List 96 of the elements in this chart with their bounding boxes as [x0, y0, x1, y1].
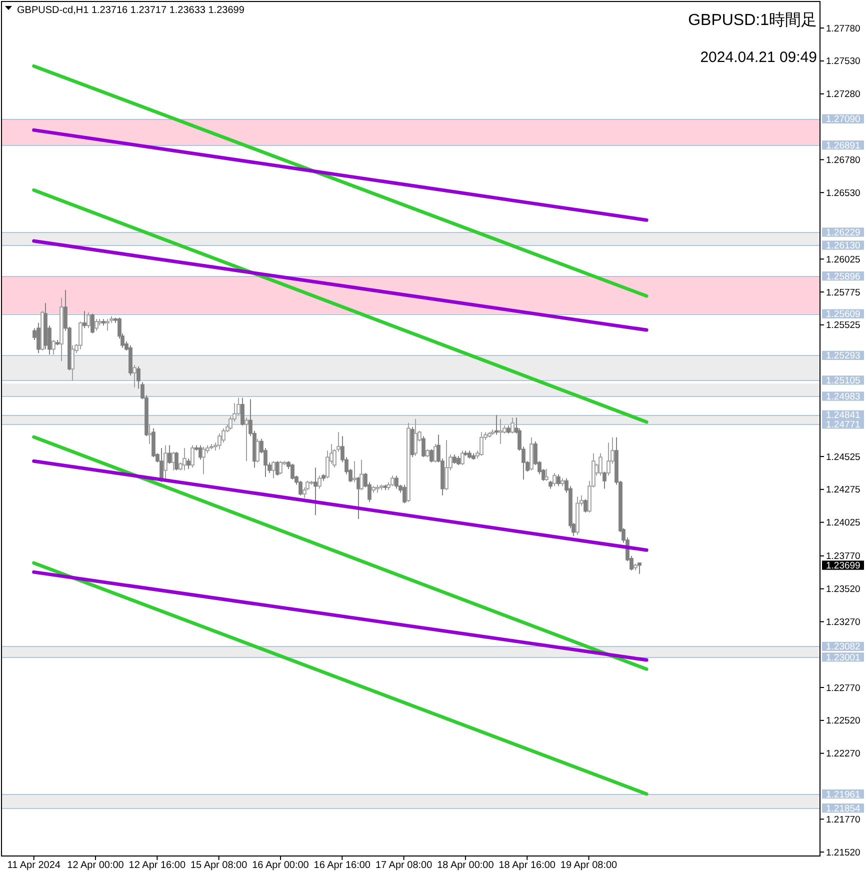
candlestick [510, 417, 514, 434]
candlestick [638, 562, 642, 574]
y-tick-label: 1.23520 [826, 584, 860, 596]
candlestick [240, 397, 244, 426]
candlestick [182, 447, 186, 471]
x-tick-label: 12 Apr 00:00 [67, 860, 124, 871]
x-tick-label: 18 Apr 16:00 [498, 860, 556, 871]
text: 2024.04.21 09:49 [700, 49, 817, 66]
x-tick-label: 18 Apr 00:00 [437, 860, 494, 871]
x-tick-label: 17 Apr 08:00 [375, 860, 433, 871]
candlestick [460, 450, 464, 466]
candlestick [164, 444, 168, 482]
y-tick-label: 1.22270 [826, 748, 860, 760]
y-tick-label: 1.26025 [826, 254, 860, 266]
x-tick-label: 12 Apr 16:00 [128, 860, 186, 871]
candlestick [86, 312, 90, 329]
candlestick [584, 498, 588, 513]
ref-line-label: 1.24983 [826, 392, 860, 403]
candlestick [256, 438, 260, 463]
candlestick [272, 460, 276, 479]
y-tick-label: 1.21770 [826, 814, 860, 826]
ref-line-label: 1.26891 [826, 140, 860, 152]
candlestick [390, 475, 394, 487]
candlestick [394, 475, 398, 490]
ref-line-label: 1.21961 [826, 789, 860, 800]
candlestick [174, 451, 178, 471]
y-tick-label: 1.23770 [826, 551, 860, 562]
ref-line-label: 1.26130 [826, 240, 860, 252]
candlestick [82, 310, 86, 329]
ref-line-label: 1.21854 [826, 803, 860, 814]
candlestick [244, 417, 248, 462]
candlestick [422, 436, 426, 458]
candlestick [148, 424, 152, 444]
y-tick-label: 1.27530 [826, 56, 860, 68]
candlestick [314, 467, 318, 516]
candlestick [70, 344, 74, 382]
ref-line-label: 1.25293 [826, 350, 860, 362]
candlestick [552, 472, 556, 487]
x-tick-label: 16 Apr 16:00 [314, 860, 371, 871]
candlestick [186, 458, 190, 470]
y-tick-label: 1.26530 [826, 188, 860, 199]
candlestick [360, 459, 364, 491]
candlestick [52, 340, 56, 355]
candlestick [36, 322, 40, 354]
candlestick [430, 448, 434, 463]
candlestick [202, 446, 206, 475]
ref-line-label: 1.25609 [826, 309, 860, 320]
ref-line-label: 1.24771 [826, 419, 860, 430]
y-tick-label: 1.24275 [826, 484, 860, 496]
ref-line-label: 1.23082 [826, 642, 860, 653]
ref-line-label: 1.26229 [826, 228, 860, 238]
candlestick [598, 452, 602, 476]
candlestick [444, 440, 448, 491]
candlestick [544, 468, 548, 482]
y-tick-label: 1.24525 [826, 452, 860, 463]
candlestick [94, 318, 98, 332]
text: GBPUSD:1時間足 [688, 11, 817, 29]
y-tick-label: 1.22770 [826, 682, 860, 694]
y-tick-label: 1.22520 [826, 716, 860, 727]
candlestick [190, 444, 194, 468]
x-tick-label: 16 Apr 00:00 [252, 860, 310, 871]
candlestick [556, 474, 560, 487]
candlestick [402, 484, 406, 504]
candlestick [602, 471, 606, 490]
ref-line-label: 1.25105 [826, 375, 860, 386]
x-tick-label: 11 Apr 2024 [7, 860, 61, 871]
candlestick [78, 321, 82, 350]
ref-line-label: 1.25896 [826, 271, 860, 282]
candlestick [90, 313, 94, 334]
y-tick-label: 1.27280 [826, 89, 860, 100]
candlestick [278, 460, 282, 475]
y-tick-label: 1.21520 [826, 847, 860, 858]
candlestick [452, 454, 456, 464]
candlestick [168, 444, 172, 464]
y-tick-label: 1.26780 [826, 154, 860, 166]
candlestick [498, 418, 502, 444]
candlestick [480, 432, 484, 456]
ref-line-label: 1.27090 [826, 114, 860, 126]
candlestick [132, 364, 136, 388]
y-tick-label: 1.24025 [826, 518, 860, 529]
y-tick-label: 1.25525 [826, 320, 860, 332]
annotation: GBPUSD-cd,H1 1.23716 1.23717 1.23633 1.23699 [17, 5, 245, 16]
ref-line-label: 1.24841 [826, 410, 860, 422]
y-tick-label: 1.23270 [826, 616, 860, 628]
y-tick-label: 1.25775 [826, 287, 860, 298]
text: 1.23699 [826, 560, 860, 572]
candlestick [494, 414, 498, 436]
candlestick [352, 460, 356, 483]
candlestick [318, 475, 322, 490]
candlestick [414, 418, 418, 456]
candlestick [106, 318, 110, 332]
x-tick-label: 19 Apr 08:00 [560, 860, 618, 871]
candlestick [456, 455, 460, 466]
x-tick-label: 15 Apr 08:00 [190, 860, 248, 871]
ref-line-label: 1.23001 [826, 652, 860, 664]
y-tick-label: 1.27780 [826, 23, 860, 34]
